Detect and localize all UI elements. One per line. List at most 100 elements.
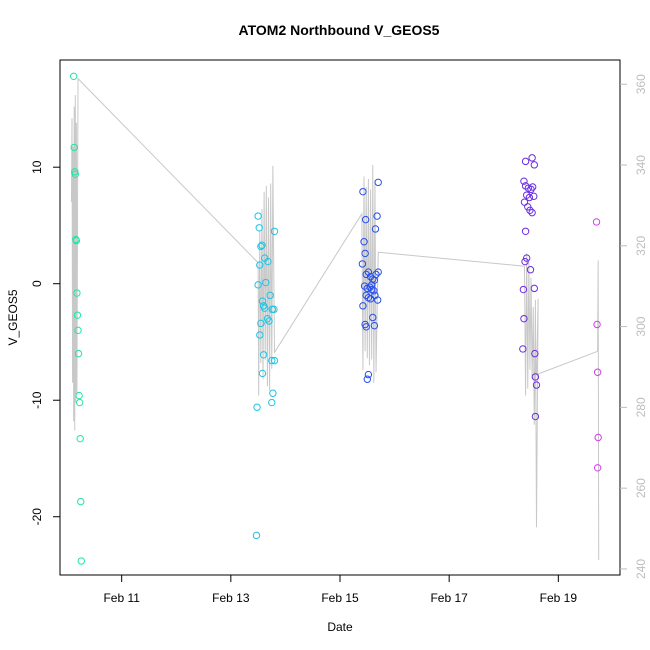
y2-tick-label: 320 (634, 235, 648, 255)
x-tick-label: Feb 17 (430, 591, 468, 605)
scatter-point (262, 278, 270, 287)
scatter-point (268, 356, 276, 365)
scatter-point (255, 224, 263, 232)
scatter-point (264, 257, 272, 266)
scatter-point (373, 296, 382, 304)
scatter-point (363, 375, 371, 383)
y-tick-label: -10 (30, 391, 44, 409)
scatter-series (69, 72, 85, 565)
scatter-point (77, 557, 85, 565)
scatter-point (532, 381, 541, 389)
scatter-point (369, 313, 377, 322)
x-tick-label: Feb 19 (540, 591, 578, 605)
line-series-layer (70, 77, 600, 560)
y-axis-right: 240 260 280 300 320 340 360 (620, 74, 648, 579)
scatter-point (519, 285, 528, 294)
scatter-point (374, 178, 382, 187)
chart-title: ATOM2 Northbound V_GEOS5 (239, 22, 440, 38)
scatter-point (270, 227, 279, 235)
scatter-point (75, 391, 83, 400)
scatter-point (525, 193, 534, 202)
scatter-point (592, 218, 601, 226)
scatter-point (360, 238, 368, 246)
y-tick-label: 10 (30, 160, 44, 174)
scatter-point (521, 227, 530, 235)
scatter-point (74, 349, 83, 358)
scatter-point (522, 254, 531, 262)
y2-tick-label: 240 (634, 559, 648, 579)
scatter-point (370, 321, 379, 330)
scatter-point (362, 270, 370, 279)
scatter-point (530, 161, 539, 169)
scatter-point (258, 241, 266, 249)
x-tick-label: Feb 11 (103, 591, 140, 605)
scatter-point (260, 304, 269, 312)
scatter-point (530, 284, 539, 293)
scatter-point (256, 331, 264, 339)
scatter-point (593, 320, 601, 329)
scatter-point (358, 260, 367, 268)
scatter-point (367, 281, 376, 289)
scatter-series (252, 212, 279, 540)
scatter-point (77, 497, 85, 506)
scatter-point (69, 72, 78, 81)
scatter-point (75, 398, 84, 407)
scatter-point (257, 319, 265, 328)
scatter-point (258, 369, 267, 378)
scatter-point (270, 305, 278, 314)
y2-tick-label: 360 (634, 74, 648, 94)
scatter-point (254, 212, 262, 220)
scatter-point (71, 170, 79, 178)
scatter-point (593, 464, 602, 472)
scatter-point (528, 183, 537, 191)
scatter-point (265, 317, 273, 325)
scatter-point (254, 281, 262, 289)
scatter-point (364, 370, 373, 379)
scatter-point (531, 412, 540, 421)
scatter-point (359, 187, 367, 196)
scatter-point (266, 291, 274, 300)
scatter-point (359, 302, 367, 310)
scatter-point (72, 236, 81, 245)
scatter-point (526, 266, 535, 274)
y-axis-label: V_GEOS5 (6, 289, 20, 345)
scatter-point (269, 389, 277, 397)
scatter-point (528, 208, 536, 217)
scatter-point (530, 192, 538, 201)
scatter-point (74, 326, 82, 335)
x-tick-label: Feb 15 (321, 591, 359, 605)
x-axis: Feb 11 Feb 13 Feb 15 Feb 17 Feb 19 (103, 575, 577, 605)
scatter-point (520, 314, 528, 323)
scatter-point (526, 206, 534, 215)
scatter-point (361, 249, 369, 258)
scatter-point (76, 434, 84, 443)
scatter-points-layer (69, 72, 602, 565)
scatter-point (372, 270, 380, 279)
y2-tick-label: 340 (634, 155, 648, 175)
scatter-point (73, 311, 82, 319)
scatter-point (528, 154, 536, 162)
scatter-point (258, 297, 267, 305)
scatter-series (519, 154, 541, 421)
scatter-point (268, 398, 276, 407)
scatter-series (358, 178, 382, 383)
scatter-point (521, 257, 529, 266)
scatter-point (373, 212, 381, 220)
scatter-point (270, 356, 279, 365)
scatter-point (374, 268, 382, 276)
scatter-point (73, 289, 81, 297)
scatter-point (520, 177, 528, 185)
scatter-point (259, 351, 268, 359)
x-tick-label: Feb 13 (212, 591, 250, 605)
line-series (70, 77, 600, 560)
scatter-point (531, 349, 539, 358)
scatter-point (520, 198, 529, 206)
scatter-point (364, 268, 373, 276)
scatter-point (253, 403, 261, 411)
y-tick-label: 0 (30, 280, 44, 287)
x-axis-label: Date (327, 620, 353, 634)
scatter-point (531, 373, 540, 381)
scatter-series (592, 218, 602, 472)
scatter-point (366, 295, 375, 303)
